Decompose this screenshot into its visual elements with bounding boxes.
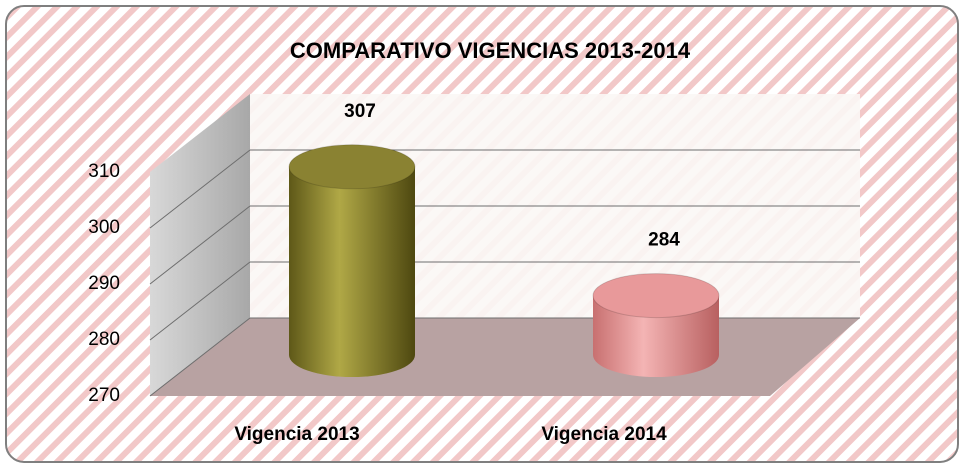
- bar-top: [288, 144, 416, 190]
- grid-line: [149, 205, 251, 285]
- y-tick-label: 280: [88, 329, 120, 350]
- grid-line: [149, 317, 251, 397]
- grid-line: [149, 261, 251, 341]
- y-tick-label: 290: [88, 273, 120, 294]
- bar: [289, 166, 415, 377]
- floor: [150, 318, 860, 396]
- x-tick-label: Vigencia 2013: [234, 424, 359, 445]
- data-label: 307: [344, 101, 376, 122]
- y-tick-label: 300: [88, 217, 120, 238]
- y-tick-label: 310: [88, 161, 120, 182]
- data-label: 284: [648, 230, 680, 251]
- y-tick-label: 270: [88, 385, 120, 406]
- grid-line: [149, 149, 251, 229]
- bar-top: [592, 273, 720, 319]
- x-tick-label: Vigencia 2014: [541, 424, 667, 445]
- chart-title: COMPARATIVO VIGENCIAS 2013-2014: [290, 38, 691, 63]
- bar: [593, 295, 719, 377]
